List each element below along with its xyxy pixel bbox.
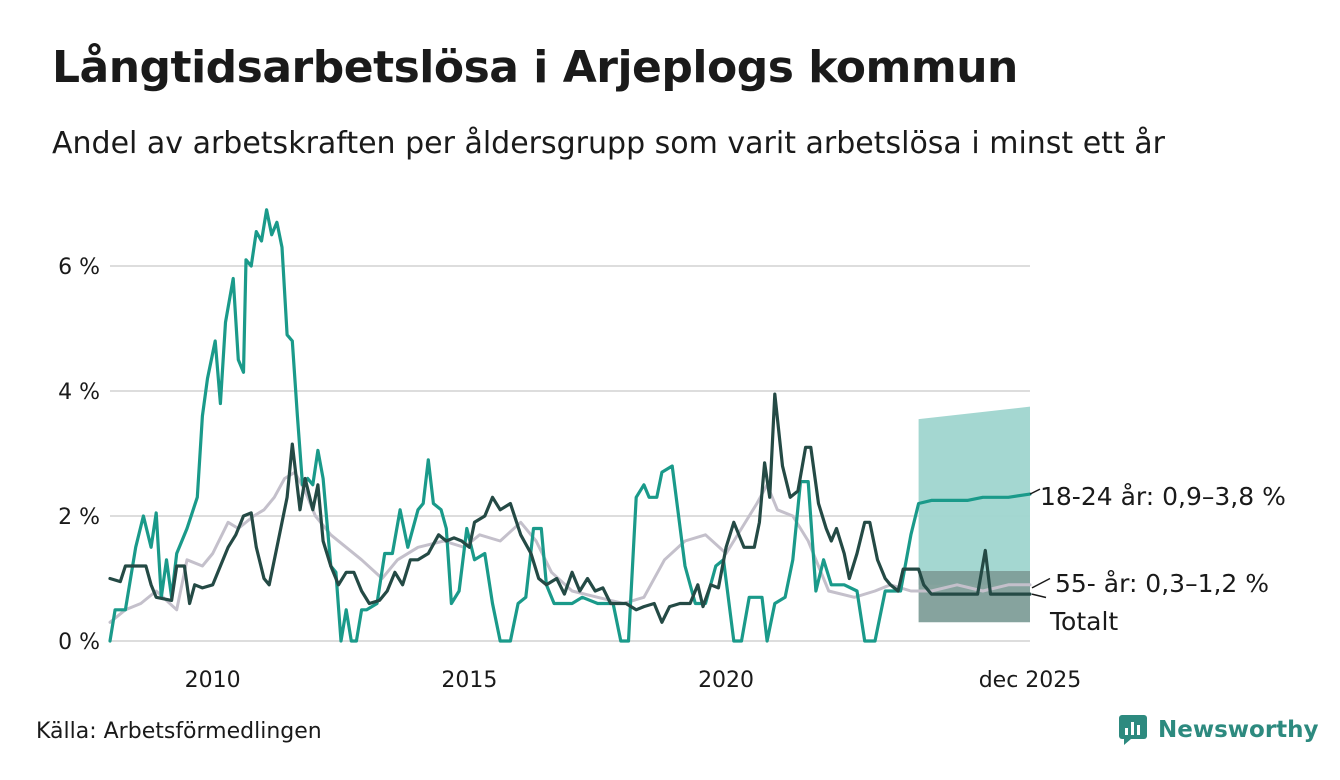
x-tick-label: dec 2025 — [979, 668, 1082, 693]
x-tick-label: 2020 — [698, 668, 754, 693]
x-tick-label: 2010 — [185, 668, 241, 693]
uncertainty-bands — [918, 406, 1030, 623]
y-axis: 0 % 2 % 4 % 6 % — [58, 255, 100, 655]
y-tick-label: 4 % — [58, 380, 100, 405]
source-note: Källa: Arbetsförmedlingen — [36, 719, 322, 744]
y-tick-label: 2 % — [58, 505, 100, 530]
brand-logo[interactable]: Newsworthy — [1118, 714, 1319, 746]
brand-name: Newsworthy — [1158, 717, 1319, 743]
x-tick-label: 2015 — [441, 668, 497, 693]
series-lines — [108, 208, 1032, 643]
newsworthy-logo-icon — [1119, 715, 1147, 745]
series-line-young — [108, 208, 1032, 643]
series-line-old — [108, 392, 1032, 624]
band-55plus — [918, 571, 1030, 623]
end-label-old: 55- år: 0,3–1,2 % — [1055, 569, 1269, 598]
x-axis: 2010 2015 2020 dec 2025 — [185, 668, 1082, 693]
label-leader — [1031, 577, 1051, 589]
label-leader — [1029, 488, 1041, 495]
label-leader — [1031, 593, 1047, 599]
end-label-total: Totalt — [1049, 607, 1118, 636]
y-tick-label: 0 % — [58, 630, 100, 655]
gridlines — [110, 265, 1030, 642]
y-tick-label: 6 % — [58, 255, 100, 280]
end-labels: 18-24 år: 0,9–3,8 % 55- år: 0,3–1,2 % Tota… — [1029, 482, 1286, 636]
series-line-total — [108, 470, 1032, 624]
end-label-young: 18-24 år: 0,9–3,8 % — [1040, 482, 1286, 511]
chart-subtitle: Andel av arbetskraften per åldersgrupp s… — [52, 126, 1165, 161]
band-18-24 — [918, 406, 1030, 585]
chart-title: Långtidsarbetslösa i Arjeplogs kommun — [52, 42, 1018, 93]
